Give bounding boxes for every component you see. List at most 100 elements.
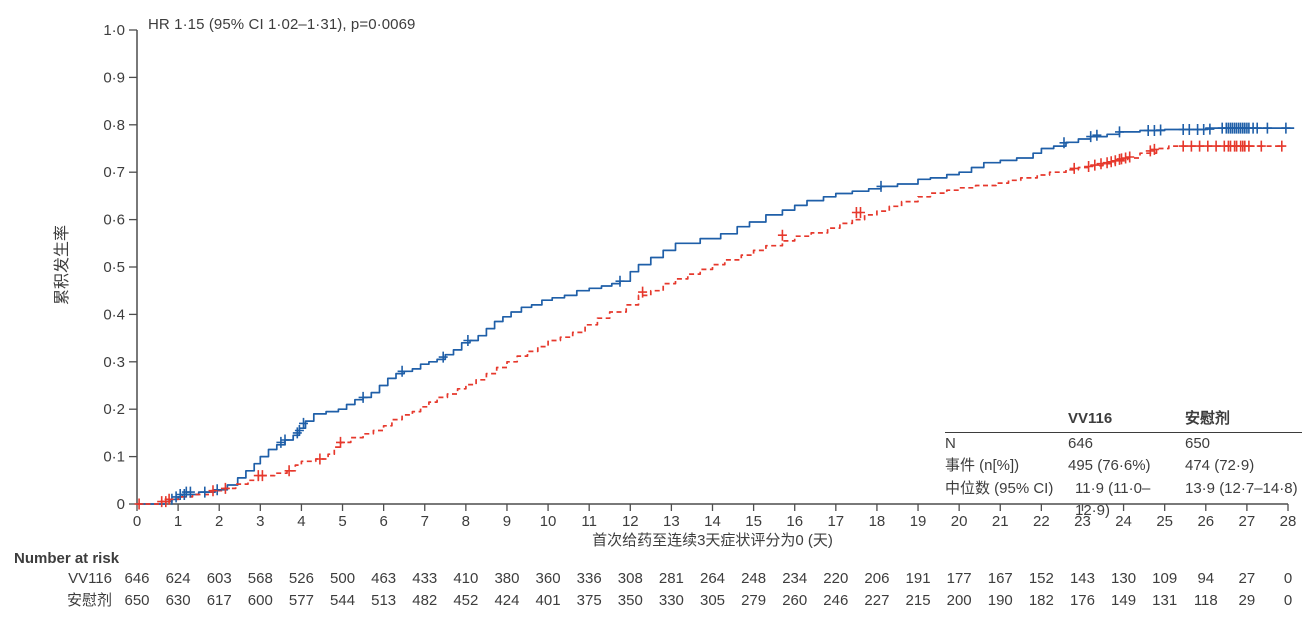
risk-count: 215 (906, 592, 931, 609)
censor-mark (1106, 156, 1116, 168)
censor-mark (1090, 159, 1100, 171)
risk-count: 410 (453, 570, 478, 587)
risk-count: 433 (412, 570, 437, 587)
risk-count: 330 (659, 592, 684, 609)
risk-count: 200 (947, 592, 972, 609)
risk-count: 577 (289, 592, 314, 609)
x-tick-label: 5 (338, 513, 346, 530)
censor-mark (164, 493, 174, 505)
risk-count: 360 (536, 570, 561, 587)
x-tick-label: 21 (992, 513, 1009, 530)
risk-count: 260 (782, 592, 807, 609)
risk-count: 603 (207, 570, 232, 587)
x-tick-label: 17 (827, 513, 844, 530)
censor-mark (777, 229, 787, 241)
risk-count: 424 (494, 592, 519, 609)
censor-mark (1262, 122, 1272, 134)
censor-mark (1121, 152, 1131, 164)
censor-mark (1203, 140, 1213, 152)
x-tick-label: 16 (786, 513, 803, 530)
risk-count: 482 (412, 592, 437, 609)
censor-mark (1186, 140, 1196, 152)
censor-mark (638, 286, 648, 298)
stats-header-vv116: VV116 (1068, 410, 1113, 427)
censor-mark (1195, 140, 1205, 152)
x-tick-label: 26 (1197, 513, 1214, 530)
censor-mark (1102, 157, 1112, 169)
censor-mark (1059, 137, 1069, 149)
y-tick-label: 0·2 (103, 401, 125, 418)
y-tick-label: 0·5 (103, 259, 125, 276)
stats-events-vv116: 495 (76·6%) (1068, 457, 1151, 474)
risk-count: 463 (371, 570, 396, 587)
y-tick-label: 0·6 (103, 212, 125, 229)
risk-count: 234 (782, 570, 807, 587)
x-tick-label: 9 (503, 513, 511, 530)
stats-events-placebo: 474 (72·9) (1185, 457, 1255, 474)
risk-count: 220 (823, 570, 848, 587)
risk-count: 624 (166, 570, 191, 587)
y-tick-label: 1·0 (103, 22, 125, 39)
censor-mark (292, 427, 302, 439)
x-tick-label: 3 (256, 513, 264, 530)
x-tick-label: 11 (581, 513, 597, 530)
risk-count: 526 (289, 570, 314, 587)
censor-mark (1115, 126, 1124, 138)
risk-count: 191 (906, 570, 931, 587)
censor-mark (220, 482, 230, 494)
risk-count: 206 (864, 570, 889, 587)
risk-count: 27 (1239, 570, 1256, 587)
censor-mark (1069, 162, 1079, 174)
x-tick-label: 0 (133, 513, 141, 530)
risk-count: 568 (248, 570, 273, 587)
x-tick-label: 13 (663, 513, 680, 530)
censor-mark (1110, 155, 1120, 167)
risk-count: 401 (536, 592, 561, 609)
x-tick-label: 28 (1280, 513, 1297, 530)
risk-count: 152 (1029, 570, 1054, 587)
censor-mark (1205, 123, 1215, 135)
risk-count: 177 (947, 570, 972, 587)
censor-mark (276, 436, 286, 448)
censor-mark (1156, 124, 1166, 136)
censor-mark (876, 180, 886, 192)
censor-mark (463, 335, 473, 346)
risk-count: 143 (1070, 570, 1095, 587)
y-tick-label: 0·9 (103, 69, 125, 86)
risk-count: 0 (1284, 570, 1292, 587)
risk-count: 617 (207, 592, 232, 609)
censor-mark (1252, 122, 1262, 134)
risk-count: 176 (1070, 592, 1095, 609)
risk-count: 600 (248, 592, 273, 609)
risk-count: 131 (1152, 592, 1177, 609)
x-tick-label: 15 (745, 513, 762, 530)
stats-header-blank (945, 408, 1068, 431)
censor-mark (185, 486, 195, 498)
risk-count: 630 (166, 592, 191, 609)
censor-mark (1149, 143, 1159, 155)
risk-row-label: VV116 (68, 570, 112, 587)
risk-count: 513 (371, 592, 396, 609)
x-tick-label: 19 (910, 513, 927, 530)
censor-mark (397, 365, 407, 377)
stats-header-placebo: 安慰剂 (1185, 410, 1231, 427)
censor-mark (1256, 140, 1266, 152)
censor-mark (1117, 153, 1126, 165)
y-tick-label: 0·1 (103, 449, 125, 466)
x-tick-label: 24 (1115, 513, 1132, 530)
censor-mark (1244, 140, 1254, 152)
stats-median-placebo: 13·9 (12·7–14·8) (1185, 479, 1298, 497)
stats-row-median: 中位数 (95% CI) 11·9 (11·0–12·9) 13·9 (12·7… (945, 478, 1302, 523)
stats-table-header: VV116 安慰剂 (945, 408, 1302, 433)
censor-mark (280, 434, 290, 446)
censor-mark (1178, 140, 1188, 152)
y-tick-label: 0 (117, 496, 125, 513)
censor-mark (1184, 124, 1194, 135)
risk-count: 500 (330, 570, 355, 587)
x-tick-label: 10 (540, 513, 557, 530)
risk-count: 350 (618, 592, 643, 609)
x-tick-label: 22 (1033, 513, 1050, 530)
risk-count: 94 (1197, 570, 1214, 587)
risk-count: 227 (864, 592, 889, 609)
